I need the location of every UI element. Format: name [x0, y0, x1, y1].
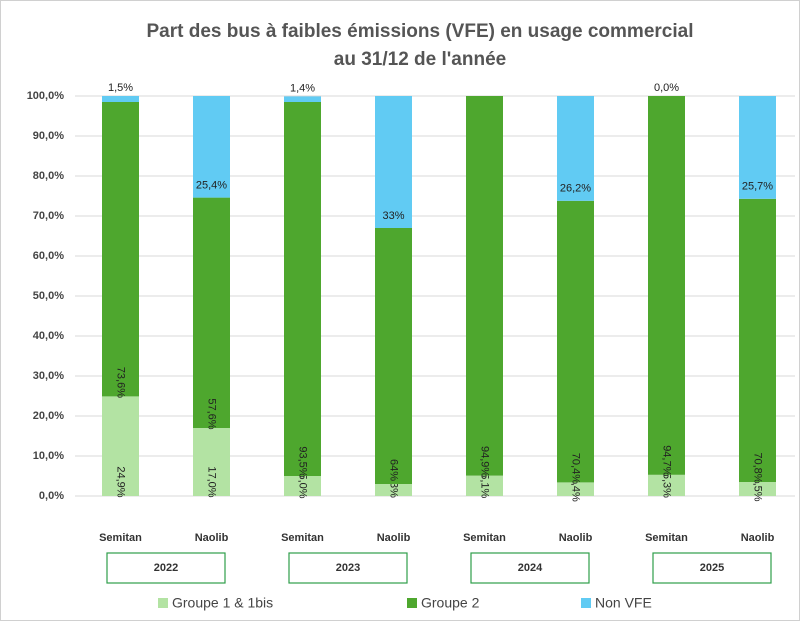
value-label: 25,7%	[742, 181, 773, 193]
x-tick-label: Naolib	[377, 532, 411, 544]
x-tick-label: Semitan	[281, 532, 324, 544]
value-label: 25,4%	[196, 180, 227, 192]
legend-swatch	[158, 598, 168, 608]
y-tick-label: 0,0%	[39, 490, 64, 502]
legend-swatch	[581, 598, 591, 608]
y-tick-label: 80,0%	[33, 170, 64, 182]
value-label: 70,8%	[752, 452, 764, 483]
x-tick-label: Semitan	[99, 532, 142, 544]
group-box	[106, 552, 226, 584]
value-label: 1,4%	[290, 82, 315, 94]
bar-segment	[648, 474, 685, 496]
value-label: 73,6%	[115, 367, 127, 398]
x-tick-label: Naolib	[559, 532, 593, 544]
y-tick-label: 100,0%	[27, 90, 65, 102]
y-tick-label: 90,0%	[33, 130, 64, 142]
bar-segment	[739, 198, 776, 483]
group-label: 2022	[154, 562, 178, 574]
value-label: 26,2%	[560, 183, 591, 195]
value-label: 24,9%	[115, 466, 127, 497]
y-tick-label: 30,0%	[33, 370, 64, 382]
chart-title: au 31/12 de l'année	[334, 49, 506, 70]
x-tick-label: Semitan	[645, 532, 688, 544]
y-tick-label: 20,0%	[33, 410, 64, 422]
value-label: 5,3%	[661, 473, 673, 498]
value-label: 5,1%	[479, 473, 491, 498]
value-label: 94,7%	[661, 445, 673, 476]
bar-segment	[557, 96, 594, 201]
value-label: 17,0%	[206, 466, 218, 497]
bar-segment	[284, 476, 321, 496]
bar-segment	[193, 428, 230, 496]
bar-segment	[375, 96, 412, 228]
value-label: 1,5%	[108, 82, 133, 94]
bar-segment	[648, 96, 685, 475]
y-tick-label: 40,0%	[33, 330, 64, 342]
x-tick-label: Semitan	[463, 532, 506, 544]
chart-title: Part des bus à faibles émissions (VFE) e…	[147, 21, 694, 42]
bar-segment	[466, 475, 503, 496]
value-label: 57,6%	[206, 398, 218, 429]
value-label: 93,5%	[297, 446, 309, 477]
legend-label: Non VFE	[595, 595, 652, 611]
value-label: 3,5%	[752, 476, 764, 501]
value-label: 3,4%	[570, 477, 582, 502]
group-label: 2023	[336, 562, 360, 574]
bar-segment	[284, 96, 321, 102]
bar-segment	[375, 228, 412, 484]
bar-segment	[557, 482, 594, 496]
bar-segment	[102, 96, 139, 102]
y-tick-label: 60,0%	[33, 250, 64, 262]
group-box	[470, 552, 590, 584]
legend-label: Groupe 1 & 1bis	[172, 595, 273, 611]
bar-segment	[284, 102, 321, 476]
group-label: 2024	[518, 562, 543, 574]
bar-segment	[557, 200, 594, 483]
value-label: 64%	[388, 459, 400, 481]
bar-segment	[193, 197, 230, 428]
legend-swatch	[407, 598, 417, 608]
value-label: 33%	[382, 210, 404, 222]
value-label: 70,4%	[570, 453, 582, 484]
bar-segment	[375, 484, 412, 496]
group-label: 2025	[700, 562, 724, 574]
legend-label: Groupe 2	[421, 595, 480, 611]
bar-segment	[739, 482, 776, 496]
y-tick-label: 50,0%	[33, 290, 64, 302]
x-tick-label: Naolib	[741, 532, 775, 544]
y-tick-label: 70,0%	[33, 210, 64, 222]
y-tick-label: 10,0%	[33, 450, 64, 462]
bar-segment	[739, 96, 776, 199]
bar-segment	[466, 96, 503, 476]
bar-segment	[102, 396, 139, 496]
bar-segment	[102, 102, 139, 397]
bar-segment	[193, 96, 230, 198]
value-label: 0,0%	[654, 82, 679, 94]
value-label: 3%	[388, 482, 400, 498]
value-label: 5,0%	[297, 473, 309, 498]
group-box	[652, 552, 772, 584]
value-label: 94,9%	[479, 446, 491, 477]
group-box	[288, 552, 408, 584]
x-tick-label: Naolib	[195, 532, 229, 544]
